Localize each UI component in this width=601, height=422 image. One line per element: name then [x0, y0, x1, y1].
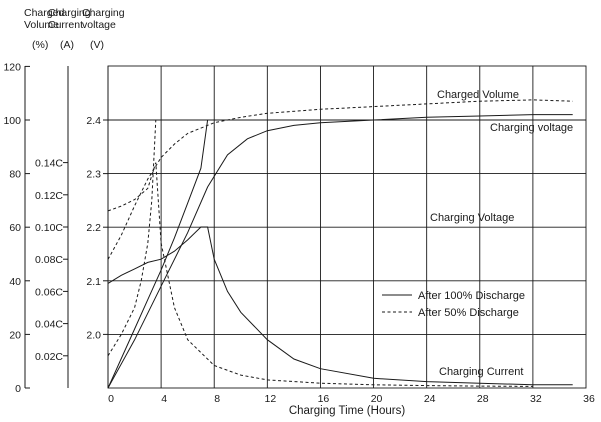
voltage-tick-label: 2.0: [86, 329, 101, 341]
voltage-tick-label: 2.3: [86, 169, 101, 181]
voltage-tick-label: 2.1: [86, 276, 101, 288]
current-axis-title-line2: Current: [48, 19, 83, 31]
voltage-axis-title-line2: voltage: [82, 19, 116, 31]
x-tick-label: 12: [264, 393, 276, 405]
x-ticks: 0 4 8 12 16 20 24 28 32 36: [108, 393, 595, 405]
volume-ticks: 120 100 80 60 40 20 0: [3, 61, 30, 395]
current-axis-unit: (A): [60, 39, 74, 51]
annotation-charging-voltage-mid: Charging Voltage: [430, 212, 514, 224]
annotation-charging-voltage-upper: Charging voltage: [490, 122, 573, 134]
volume-tick-label: 0: [15, 383, 21, 395]
volume-tick-label: 20: [9, 329, 21, 341]
grid: [108, 66, 586, 388]
current-tick-label: 0.12C: [35, 190, 63, 202]
volume-tick-label: 60: [9, 222, 21, 234]
volume-axis-unit: (%): [32, 39, 48, 51]
x-tick-label: 16: [318, 393, 330, 405]
volume-tick-label: 120: [3, 61, 21, 73]
x-tick-label: 8: [214, 393, 220, 405]
annotation-charging-current: Charging Current: [439, 366, 523, 378]
legend-label-50: After 50% Discharge: [418, 307, 519, 319]
x-tick-label: 32: [530, 393, 542, 405]
volume-axis-title-line2: Volume: [24, 19, 59, 31]
x-tick-label: 28: [477, 393, 489, 405]
voltage-tick-label: 2.4: [86, 115, 101, 127]
voltage-axis-unit: (V): [90, 39, 104, 51]
voltage-tick-label: 2.2: [86, 222, 101, 234]
current-tick-label: 0.14C: [35, 158, 63, 170]
voltage-ticks: 2.4 2.3 2.2 2.1 2.0: [86, 115, 108, 341]
volume-tick-label: 80: [9, 169, 21, 181]
volume-axis-title-line1: Charged: [24, 7, 64, 19]
series-line-volt100: [107, 119, 209, 389]
current-ticks: 0.14C 0.12C 0.10C 0.08C 0.06C 0.04C 0.02C: [35, 158, 68, 363]
x-tick-label: 4: [161, 393, 167, 405]
series-line-vol50: [107, 99, 573, 260]
current-axis-title: Charging Current (A): [48, 7, 91, 51]
series-line-volt50: [107, 119, 157, 357]
legend: After 100% Discharge After 50% Discharge: [382, 290, 525, 319]
volume-tick-label: 100: [3, 115, 21, 127]
volume-tick-label: 40: [9, 276, 21, 288]
annotation-charged-volume: Charged Volume: [437, 89, 519, 101]
current-tick-label: 0.04C: [35, 319, 63, 331]
series-line-cur50: [107, 162, 533, 387]
voltage-axis-title-line1: Charging: [82, 7, 125, 19]
x-tick-label: 20: [371, 393, 383, 405]
current-tick-label: 0.10C: [35, 222, 63, 234]
series-line-vol100: [107, 114, 573, 389]
x-axis-label: Charging Time (Hours): [289, 405, 405, 417]
voltage-axis-title: Charging voltage (V): [82, 7, 125, 51]
legend-label-100: After 100% Discharge: [418, 290, 525, 302]
current-axis-title-line1: Charging: [48, 7, 91, 19]
current-tick-label: 0.06C: [35, 286, 63, 298]
x-tick-label: 24: [424, 393, 436, 405]
series-line-cur100: [107, 226, 573, 386]
x-tick-label: 0: [108, 393, 114, 405]
x-tick-label: 36: [583, 393, 595, 405]
current-tick-label: 0.08C: [35, 254, 63, 266]
series-layer: [107, 99, 573, 389]
volume-axis-title: Charged Volume (%): [24, 7, 64, 51]
current-tick-label: 0.02C: [35, 351, 63, 363]
